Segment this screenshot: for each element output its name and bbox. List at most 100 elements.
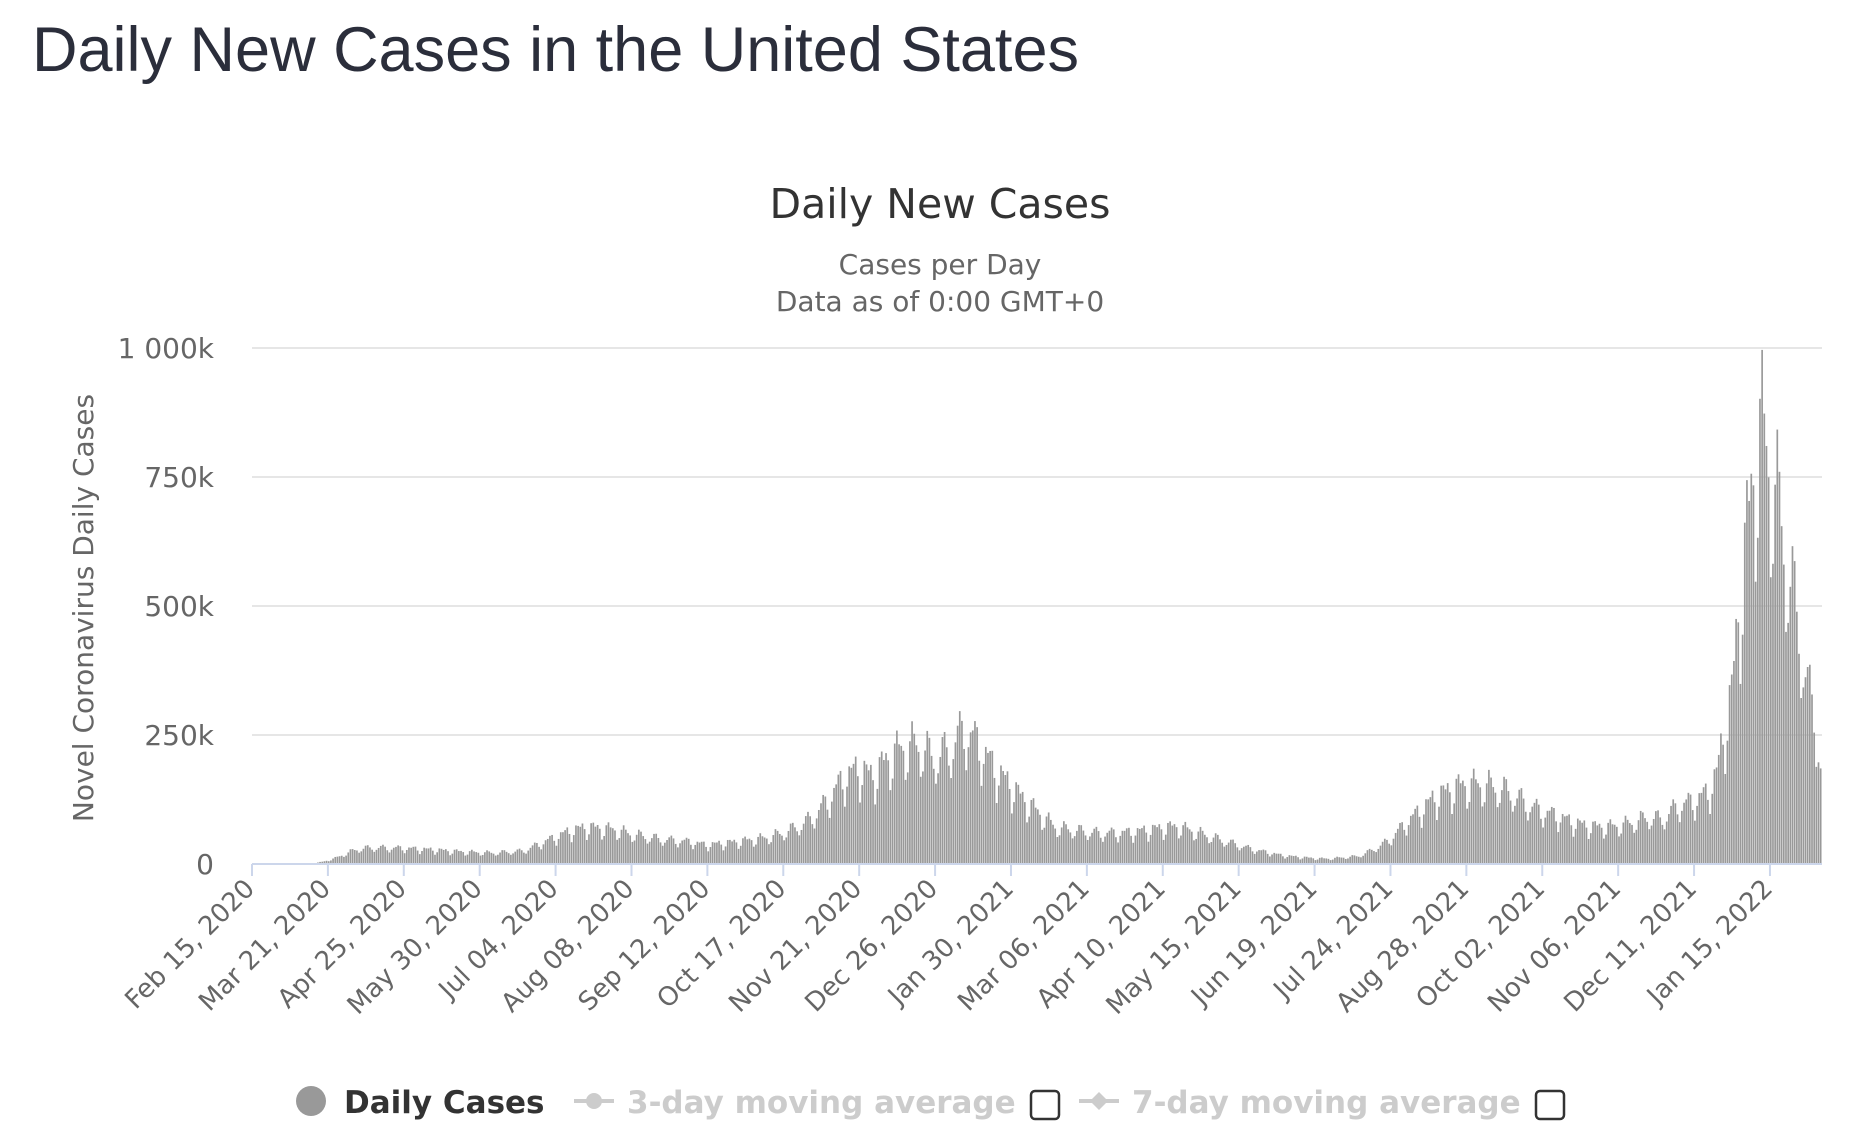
bar — [1195, 838, 1197, 864]
bar — [423, 847, 425, 864]
bar — [477, 852, 480, 864]
bar — [1021, 791, 1024, 864]
bar — [1678, 822, 1681, 864]
bar — [1023, 802, 1026, 864]
bar — [1095, 826, 1098, 864]
bar — [1184, 821, 1187, 864]
bar — [362, 848, 365, 864]
bar — [588, 834, 590, 864]
bar — [915, 745, 918, 864]
bar — [1479, 787, 1482, 864]
bar — [1188, 829, 1191, 864]
y-tick-label: 250k — [144, 719, 214, 752]
bar — [729, 839, 731, 864]
bar — [1711, 793, 1714, 864]
bar — [1542, 827, 1544, 864]
bar — [742, 838, 744, 864]
bar — [1227, 842, 1230, 864]
bar — [1544, 817, 1547, 864]
bar — [371, 849, 373, 864]
bar — [943, 731, 946, 864]
bar — [837, 774, 840, 864]
x-tick-label: Apr 10, 2021 — [1031, 874, 1172, 1015]
bar — [1438, 806, 1440, 864]
bar — [1015, 782, 1017, 864]
bar — [744, 836, 746, 864]
bar — [1629, 823, 1631, 864]
bar — [1312, 858, 1315, 864]
legend-item-7-day-average[interactable]: 7-day moving average — [1079, 1085, 1566, 1121]
bar — [1258, 850, 1260, 864]
bar — [529, 847, 532, 864]
bar — [1041, 829, 1044, 864]
bar — [1368, 848, 1371, 864]
bar — [1436, 820, 1438, 864]
bar — [447, 851, 449, 864]
bar — [1733, 660, 1735, 864]
bar — [891, 778, 894, 864]
bar — [993, 777, 996, 864]
bar — [1737, 622, 1740, 864]
bar — [796, 831, 798, 864]
bar — [1490, 777, 1492, 864]
bar — [1570, 825, 1573, 864]
bar — [687, 838, 690, 864]
bar — [377, 847, 380, 864]
legend-item-daily-cases[interactable]: Daily Cases — [296, 1085, 545, 1121]
legend-checkbox-3-day[interactable] — [1029, 1089, 1061, 1121]
bar — [1156, 827, 1158, 864]
bar — [1262, 849, 1265, 864]
bar — [347, 852, 350, 864]
bar — [1290, 855, 1293, 864]
chart-title: Daily New Cases — [770, 180, 1111, 228]
bar — [577, 825, 579, 864]
bar — [1446, 783, 1449, 864]
bar — [1080, 825, 1083, 864]
bar — [349, 849, 352, 864]
bar — [542, 844, 545, 864]
bar — [1537, 804, 1540, 864]
x-tick-label: Aug 08, 2020 — [496, 874, 641, 1019]
bar — [1071, 838, 1074, 864]
bar — [366, 845, 369, 864]
bar — [761, 836, 764, 864]
bar — [1494, 792, 1497, 864]
bar — [1381, 841, 1384, 864]
bar — [564, 830, 566, 864]
bar — [442, 849, 445, 864]
bar — [510, 854, 512, 864]
bar — [1147, 841, 1150, 864]
bar — [1672, 799, 1675, 864]
bar — [1509, 800, 1512, 864]
bar — [1785, 631, 1787, 864]
x-tick-label: Dec 26, 2020 — [800, 874, 945, 1019]
bar — [1373, 851, 1375, 864]
bar — [1644, 818, 1646, 864]
bar — [1247, 844, 1250, 864]
bar — [1594, 821, 1596, 864]
bar — [1203, 834, 1206, 864]
bar — [1457, 774, 1460, 864]
bar — [598, 828, 601, 864]
bar — [1596, 825, 1599, 864]
bar — [462, 852, 465, 864]
legend-label-7-day-average: 7-day moving average — [1132, 1085, 1521, 1121]
bar — [1516, 798, 1518, 864]
bar — [1529, 812, 1531, 864]
legend-checkbox-7-day[interactable] — [1534, 1089, 1566, 1121]
bar — [1303, 856, 1306, 864]
bar — [525, 853, 527, 864]
bar — [1351, 855, 1354, 864]
bar — [1297, 857, 1299, 864]
bar — [698, 842, 701, 864]
bar — [1483, 802, 1486, 864]
bar — [468, 851, 471, 864]
bar — [390, 849, 393, 864]
bar — [540, 849, 543, 864]
bar — [1175, 827, 1178, 864]
bar — [416, 850, 419, 864]
bar — [1598, 823, 1601, 864]
bar — [1169, 821, 1171, 864]
bar — [1481, 806, 1484, 864]
legend-item-3-day-average[interactable]: 3-day moving average — [574, 1085, 1061, 1121]
